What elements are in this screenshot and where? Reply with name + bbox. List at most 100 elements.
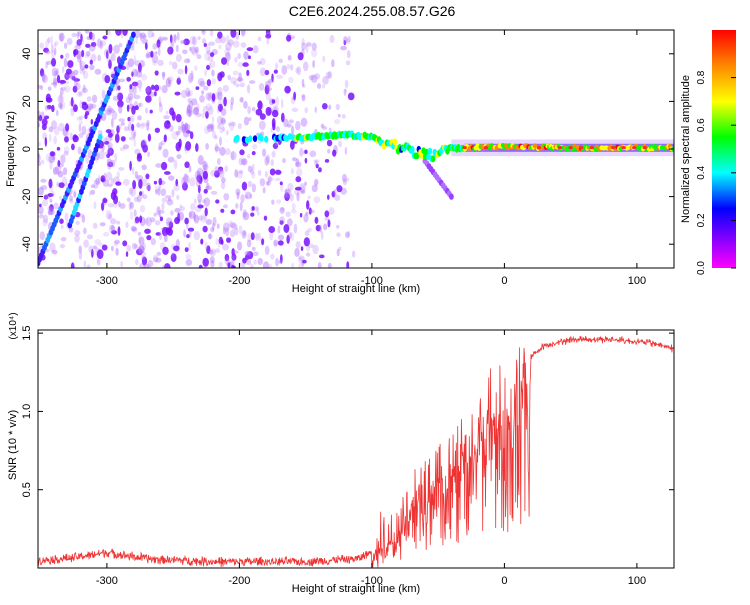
noise-blob: [125, 251, 129, 257]
noise-blob: [133, 131, 136, 139]
noise-blob: [304, 157, 308, 164]
noise-blob: [188, 241, 191, 251]
noise-blob: [139, 32, 146, 39]
noise-blob: [162, 148, 169, 158]
noise-blob: [76, 31, 80, 39]
noise-blob: [138, 86, 142, 93]
noise-blob: [280, 98, 284, 109]
noise-blob: [308, 207, 312, 215]
noise-blob: [214, 143, 219, 153]
noise-blob: [59, 91, 63, 102]
noise-blob: [317, 261, 321, 268]
noise-blob: [144, 42, 148, 50]
noise-blob: [237, 123, 242, 130]
noise-blob: [102, 179, 110, 187]
noise-blob: [141, 139, 148, 146]
noise-blob: [304, 149, 308, 154]
noise-blob: [211, 77, 216, 85]
colorbar-tick-label: 0.6: [696, 118, 707, 132]
noise-blob: [286, 34, 292, 42]
snr-y-tick-label: 0.5: [21, 482, 33, 497]
noise-blob: [336, 185, 343, 193]
noise-blob: [59, 103, 63, 111]
noise-blob: [309, 150, 317, 158]
noise-blob: [205, 43, 211, 53]
noise-blob: [69, 194, 74, 202]
noise-blob: [262, 187, 266, 194]
noise-blob: [161, 71, 166, 77]
noise-blob: [77, 38, 85, 46]
noise-blob: [208, 249, 214, 255]
noise-blob: [209, 256, 215, 264]
noise-blob: [51, 120, 57, 130]
noise-blob: [49, 242, 56, 253]
noise-blob: [104, 140, 110, 145]
noise-blob: [250, 232, 255, 241]
noise-blob: [238, 157, 244, 166]
snr-x-tick-label: -100: [361, 575, 383, 587]
noise-blob: [145, 53, 150, 59]
noise-blob: [178, 211, 185, 221]
noise-blob: [230, 76, 237, 85]
noise-blob: [174, 91, 181, 96]
noise-blob: [126, 197, 131, 202]
noise-blob: [109, 224, 116, 233]
diagonal-trace-2-point: [97, 133, 103, 141]
noise-blob: [82, 227, 87, 235]
noise-blob: [226, 237, 232, 243]
noise-blob: [109, 148, 113, 155]
noise-blob: [220, 108, 227, 117]
noise-blob: [145, 107, 148, 114]
main-trace-peak: [579, 145, 584, 150]
noise-blob: [52, 78, 58, 88]
noise-blob: [211, 69, 215, 77]
noise-blob: [290, 125, 295, 135]
noise-blob: [79, 120, 83, 125]
noise-blob: [102, 35, 108, 40]
noise-blob: [184, 247, 189, 253]
noise-blob: [225, 42, 232, 51]
noise-blob: [103, 137, 107, 144]
noise-blob: [38, 214, 45, 219]
noise-blob: [214, 135, 218, 140]
noise-blob: [295, 158, 300, 167]
noise-blob: [40, 185, 48, 191]
noise-blob: [326, 139, 333, 147]
noise-blob: [107, 105, 112, 115]
noise-blob: [54, 40, 59, 46]
noise-blob: [157, 210, 165, 214]
noise-blob: [139, 204, 146, 213]
noise-blob: [264, 170, 268, 178]
noise-blob: [211, 116, 215, 124]
noise-blob: [343, 36, 348, 45]
noise-blob: [219, 136, 222, 146]
noise-blob: [138, 102, 141, 107]
noise-blob: [165, 217, 173, 227]
noise-blob: [227, 262, 231, 268]
noise-blob: [340, 45, 347, 51]
noise-blob: [218, 166, 224, 172]
noise-blob: [341, 173, 347, 183]
noise-blob: [274, 169, 282, 175]
noise-blob: [250, 169, 255, 175]
noise-blob: [192, 107, 200, 116]
noise-blob: [76, 116, 82, 121]
noise-blob: [107, 183, 113, 188]
noise-blob: [163, 134, 167, 143]
noise-blob: [40, 211, 43, 217]
noise-blob: [275, 62, 279, 70]
noise-blob: [151, 54, 159, 64]
noise-blob: [334, 119, 341, 125]
noise-blob: [103, 172, 107, 180]
noise-blob: [238, 169, 244, 175]
noise-blob: [347, 35, 351, 43]
noise-blob: [110, 52, 116, 62]
noise-blob: [167, 46, 174, 55]
noise-blob: [134, 170, 138, 179]
noise-blob: [136, 153, 143, 162]
noise-blob: [185, 123, 191, 131]
noise-blob: [271, 117, 276, 128]
noise-blob: [97, 54, 102, 62]
noise-blob: [277, 240, 284, 246]
noise-blob: [239, 97, 245, 103]
